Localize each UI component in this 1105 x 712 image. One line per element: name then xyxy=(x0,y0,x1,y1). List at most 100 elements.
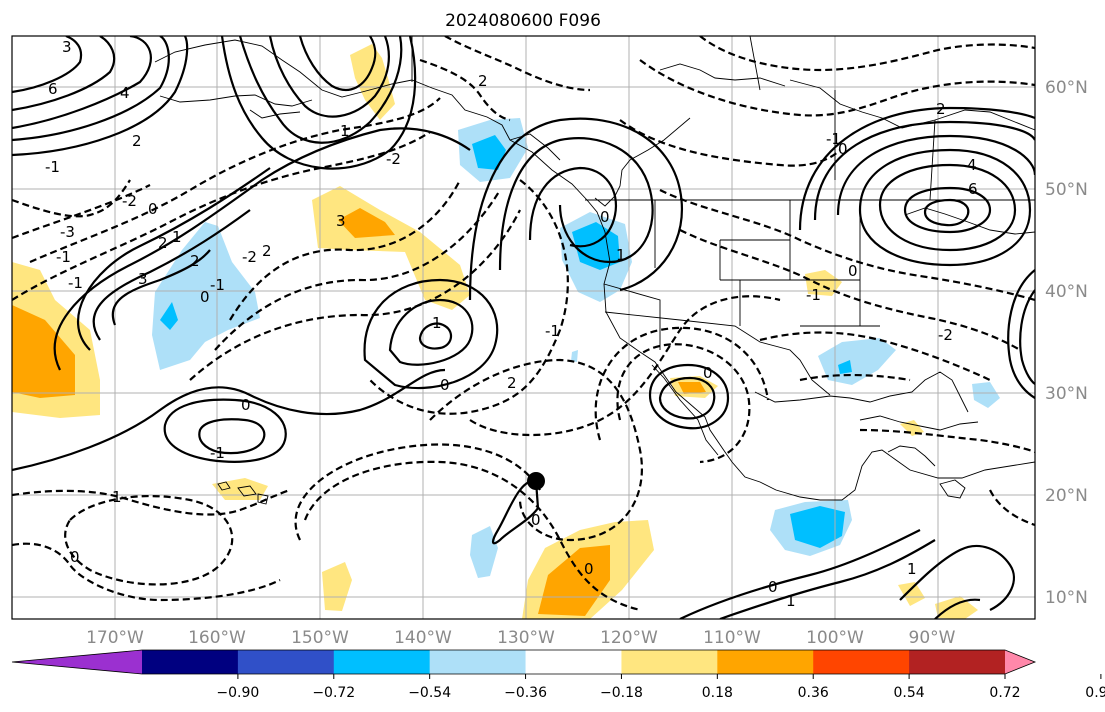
contour-label: 0 xyxy=(600,208,610,226)
contour-line xyxy=(469,295,781,437)
contour-line xyxy=(12,488,291,516)
contour-line xyxy=(418,322,453,350)
contour-label: -1 xyxy=(68,274,83,292)
contour-label: 3 xyxy=(138,270,148,288)
contour-label: -3 xyxy=(60,223,75,241)
contour-label: 0 xyxy=(703,364,713,382)
contour-label: 0 xyxy=(838,140,848,158)
contour-line xyxy=(388,298,474,366)
contour-label: 0 xyxy=(531,511,541,529)
contour-label: 2 xyxy=(478,72,488,90)
lon-tick-label: 150°W xyxy=(291,628,349,648)
contour-line xyxy=(679,529,921,619)
colorbar-tick-label: −0.18 xyxy=(600,685,643,701)
contour-line xyxy=(92,209,251,341)
contour-label: 1 xyxy=(432,314,442,332)
colorbar-tick-label: 0.36 xyxy=(798,685,829,701)
contour-label: -1 xyxy=(210,276,225,294)
contour-line xyxy=(836,134,1035,216)
latitude-axis: 60°N 50°N 40°N 30°N 20°N 10°N xyxy=(1045,78,1088,608)
lon-tick-label: 110°W xyxy=(703,628,761,648)
coastline xyxy=(154,39,1035,501)
shade-region xyxy=(805,270,842,296)
shade-region xyxy=(160,302,178,330)
coastline xyxy=(887,445,936,467)
contour-line xyxy=(619,119,841,167)
negative-anomaly-shading xyxy=(152,118,1000,578)
coastline xyxy=(257,493,269,505)
contour-line xyxy=(813,120,1035,221)
map-panel: 3 6 4 2 1 -1 -2 -3 2 0 1 -1 2 3 -1 -2 0 … xyxy=(11,35,1036,620)
coastline xyxy=(754,371,969,413)
contour-line xyxy=(294,443,541,541)
contour-label: 2 xyxy=(158,234,168,252)
lon-tick-label: 160°W xyxy=(188,628,246,648)
contour-label: 4 xyxy=(120,84,130,102)
contour-label: 6 xyxy=(968,180,978,198)
colorbar: −0.90 −0.72 −0.54 −0.36 −0.18 0.18 0.36 0.54 0.7… xyxy=(11,649,1105,701)
contour-line xyxy=(859,428,1035,454)
longitude-axis: 170°W 160°W 150°W 140°W 130°W 120°W 110°… xyxy=(86,628,956,648)
contour-line xyxy=(858,148,1032,267)
contour-label: 1 xyxy=(340,122,350,140)
shade-region xyxy=(350,44,395,120)
contour-line xyxy=(878,163,1017,252)
shade-region xyxy=(572,222,620,270)
coastline xyxy=(659,63,786,87)
map-title: 2024080600 F096 xyxy=(445,11,601,31)
contour-line xyxy=(12,36,189,157)
contour-label: 2 xyxy=(936,100,946,118)
contour-label: 0 xyxy=(70,548,80,566)
storm-track xyxy=(491,479,540,545)
contour-line xyxy=(198,418,266,455)
colorbar-tick-label: −0.72 xyxy=(312,685,355,701)
positive-anomaly-shading xyxy=(12,44,978,619)
colorbar-segment xyxy=(333,650,431,674)
shade-region xyxy=(338,208,395,238)
colorbar-segment xyxy=(909,650,1006,674)
contour-line xyxy=(29,97,441,264)
contour-line xyxy=(303,460,641,612)
shade-region xyxy=(472,135,506,170)
colorbar-outline xyxy=(11,649,1037,675)
contour-label: 6 xyxy=(48,80,58,98)
border xyxy=(604,311,831,396)
colorbar-tick-label: −0.54 xyxy=(408,685,451,701)
shade-region xyxy=(571,350,578,362)
lat-tick-label: 20°N xyxy=(1045,486,1088,506)
shade-region xyxy=(470,526,498,578)
lon-tick-label: 170°W xyxy=(86,628,144,648)
contour-line xyxy=(616,343,751,464)
contour-line xyxy=(799,373,911,382)
contour-label: -1 xyxy=(210,444,225,462)
shade-region xyxy=(838,360,852,374)
contour-label: 3 xyxy=(336,212,346,230)
colorbar-over-arrow xyxy=(1005,650,1035,674)
contour-line xyxy=(594,326,770,441)
shade-region xyxy=(790,506,845,548)
contour-label: 1 xyxy=(112,488,122,506)
contour-label: -2 xyxy=(386,150,401,168)
lon-tick-label: 100°W xyxy=(806,628,864,648)
map-frame xyxy=(11,35,1036,620)
contour-line xyxy=(12,36,152,130)
province-borders xyxy=(749,36,936,201)
contour-line xyxy=(659,189,1035,302)
contour-line xyxy=(989,489,1035,527)
shade-region xyxy=(935,596,978,619)
contour-label: 0 xyxy=(768,578,778,596)
contour-line xyxy=(429,358,643,542)
colorbar-tick-label: 0.54 xyxy=(894,685,925,701)
coastline xyxy=(939,479,966,499)
lon-tick-label: 120°W xyxy=(600,628,658,648)
shade-region xyxy=(898,582,925,606)
colorbar-segment xyxy=(142,650,239,674)
coastline xyxy=(217,481,231,491)
contour-line xyxy=(12,36,83,94)
contour-line xyxy=(444,36,591,92)
colorbar-tick-label: 0.72 xyxy=(989,685,1020,701)
shade-region xyxy=(538,545,610,616)
coastline xyxy=(651,364,719,456)
contour-line xyxy=(498,137,654,271)
colorbar-segment xyxy=(525,650,622,674)
